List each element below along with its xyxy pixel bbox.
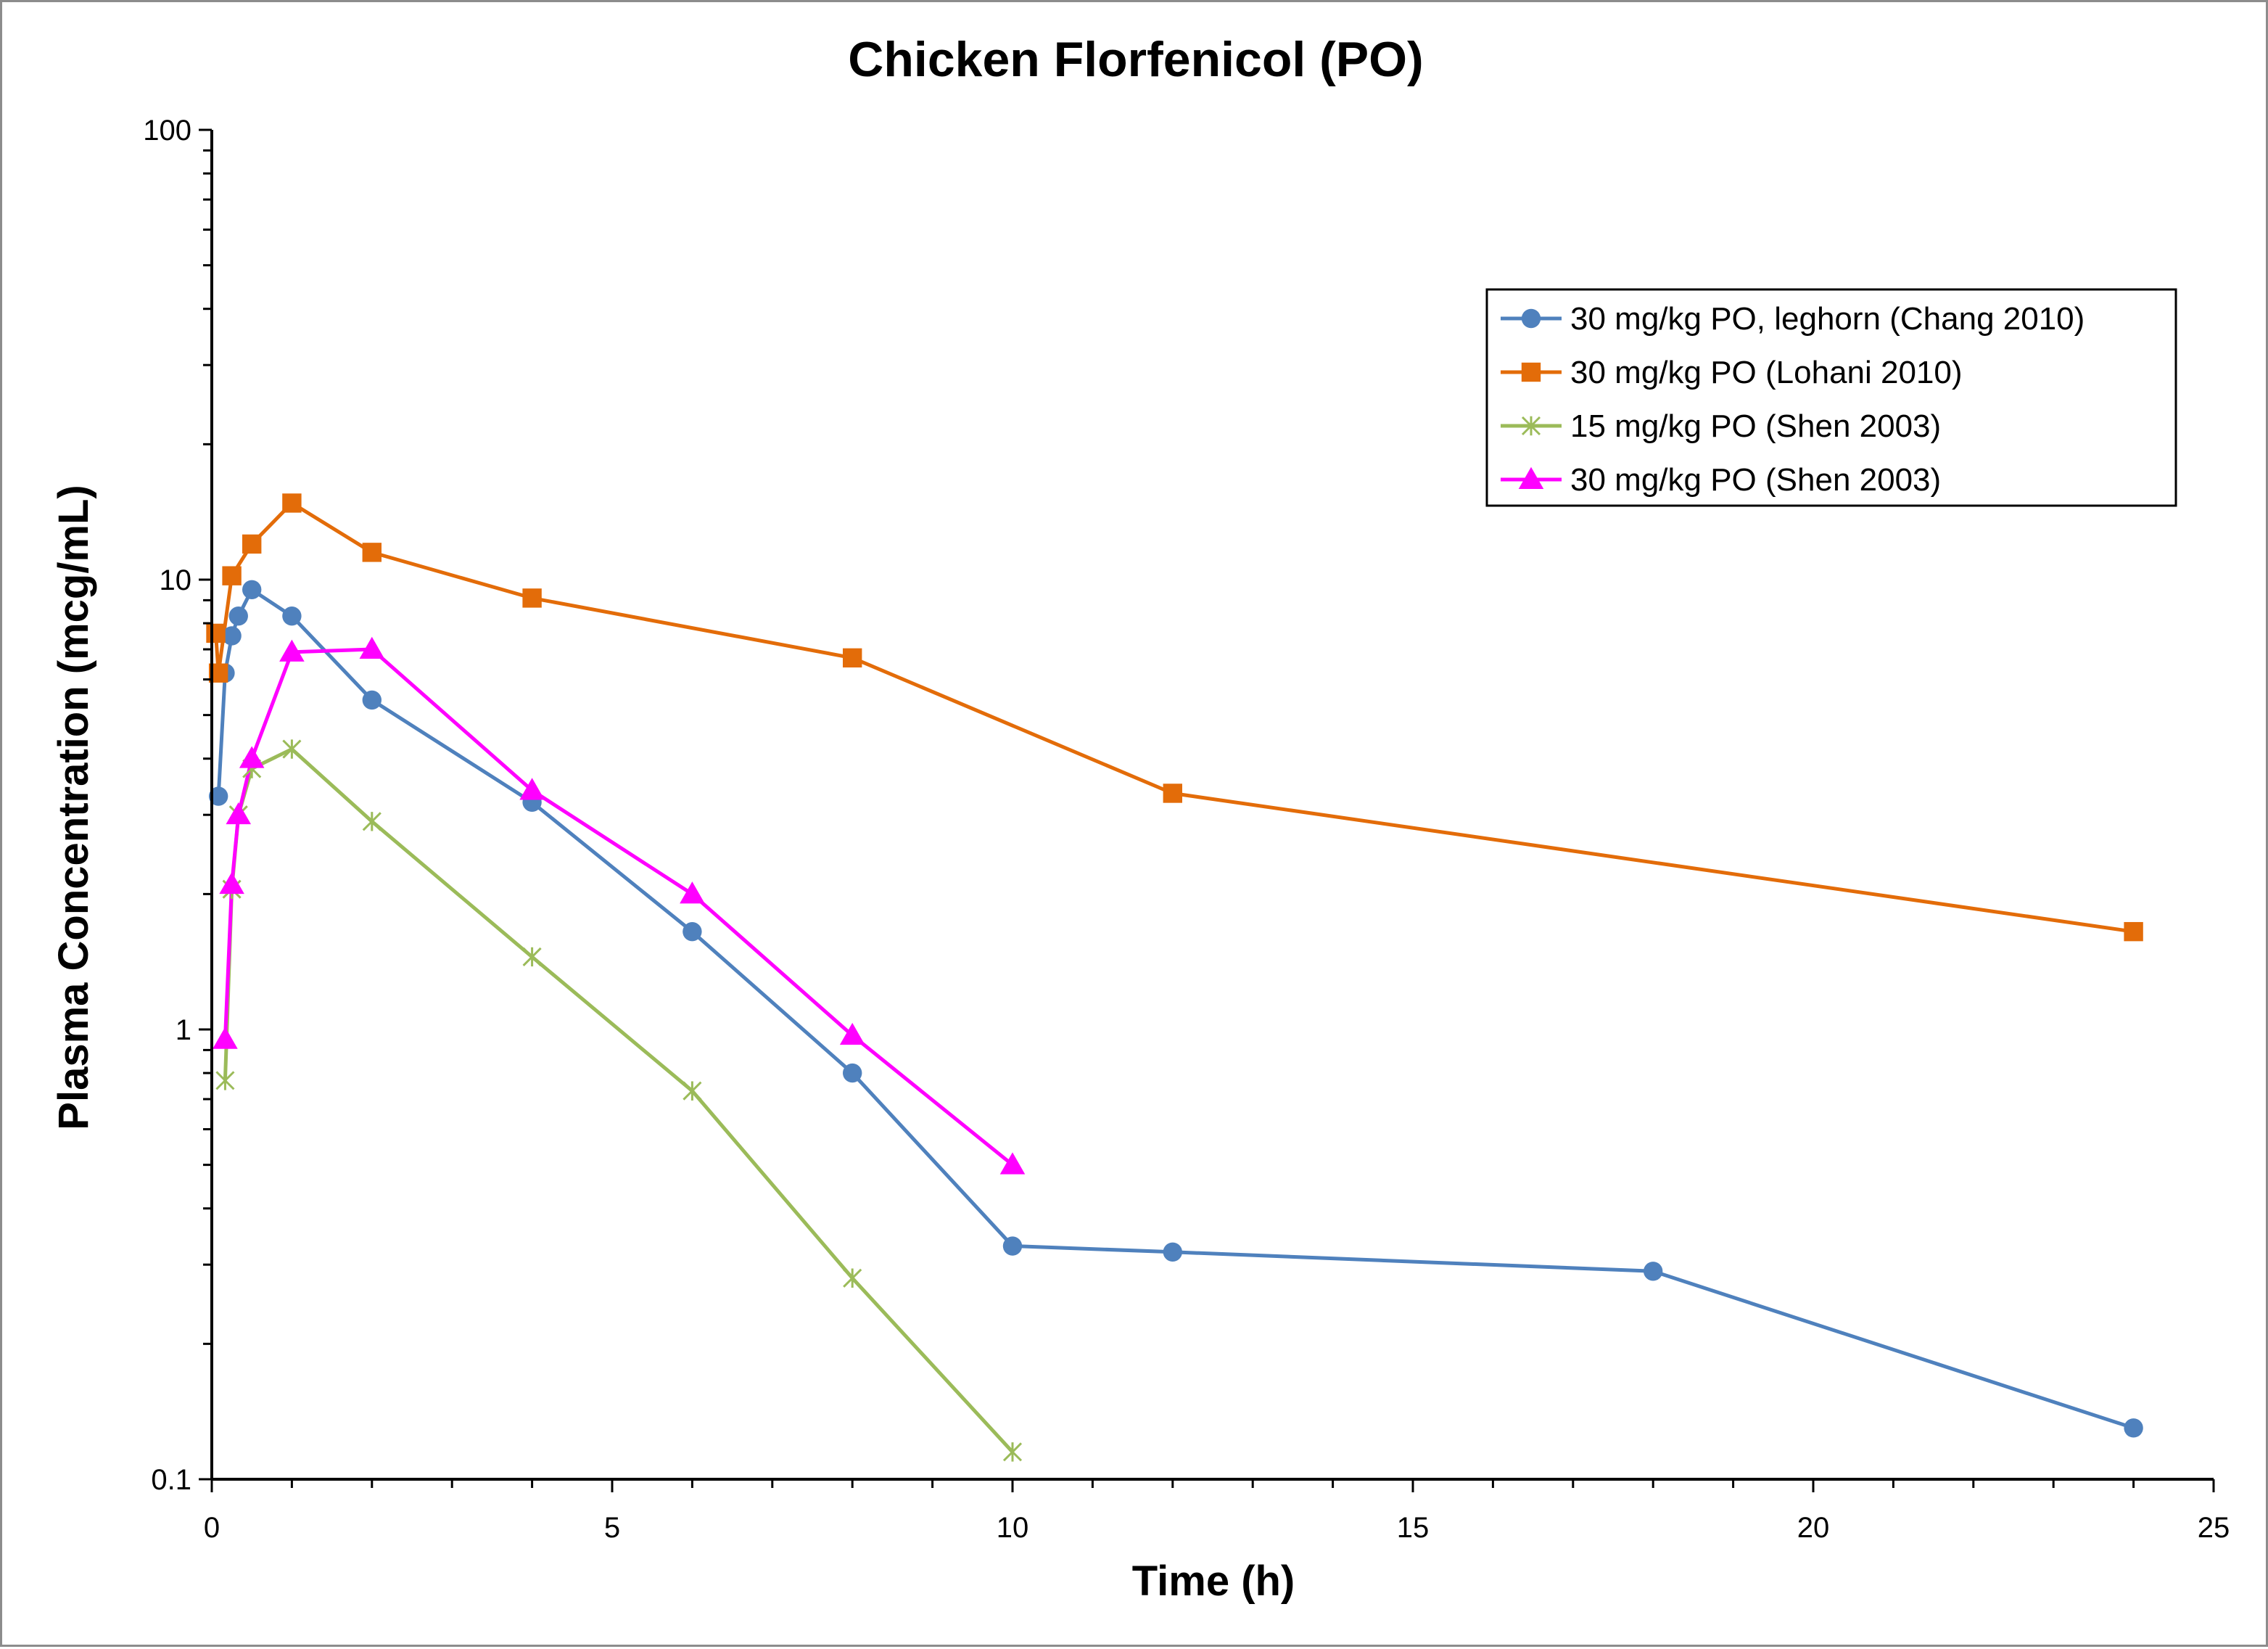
data-point-series-2 (362, 543, 382, 562)
data-point-series-3 (1002, 1442, 1023, 1462)
data-point-series-1 (1002, 1236, 1023, 1256)
data-point-series-2 (2124, 921, 2143, 942)
x-tick-label: 0 (204, 1512, 220, 1544)
data-point-series-1 (1163, 1242, 1183, 1262)
y-tick-label: 100 (143, 115, 191, 147)
data-point-series-1 (222, 626, 242, 646)
data-point-series-2 (1163, 784, 1182, 803)
legend-marker-triangle (1518, 466, 1544, 489)
axes (210, 130, 2214, 1481)
y-tick-label: 10 (160, 564, 192, 596)
data-point-series-4 (226, 802, 252, 825)
data-point-series-3 (843, 1268, 862, 1288)
data-point-series-2 (282, 493, 302, 513)
data-point-series-1 (228, 606, 248, 626)
y-tick-label: 0.1 (151, 1464, 191, 1496)
series-line-3 (223, 747, 1014, 1454)
data-point-series-3 (683, 1081, 702, 1101)
x-tick-label: 15 (1397, 1512, 1430, 1544)
data-point-series-4 (219, 871, 244, 895)
data-point-series-4 (239, 746, 265, 768)
data-point-series-1 (208, 786, 228, 806)
x-tick-label: 10 (997, 1512, 1029, 1544)
data-point-series-2 (242, 534, 262, 554)
legend-marker-circle (1521, 308, 1541, 329)
data-point-series-4 (839, 1022, 865, 1045)
legend-label: 30 mg/kg PO, leghorn (Chang 2010) (1570, 301, 2085, 337)
legend-label: 15 mg/kg PO (Shen 2003) (1570, 408, 1941, 444)
data-point-series-4 (359, 636, 385, 659)
data-point-series-2 (206, 623, 226, 643)
x-axis-ticks: 0 5 10 15 20 25 (204, 1479, 2230, 1544)
data-point-series-4 (999, 1152, 1026, 1175)
legend: 30 mg/kg PO, leghorn (Chang 2010) 30 mg/k… (1485, 288, 2177, 507)
y-tick-label: 1 (176, 1014, 191, 1046)
chart-title: Chicken Florfenicol (PO) (848, 32, 1423, 87)
x-tick-label: 20 (1797, 1512, 1830, 1544)
x-axis-title: Time (h) (1132, 1558, 1295, 1605)
data-point-series-4 (213, 1027, 238, 1049)
data-point-series-1 (362, 690, 382, 710)
data-point-series-2 (522, 588, 542, 608)
legend-marker-asterisk (1521, 416, 1541, 436)
series-line-1 (216, 588, 2135, 1430)
y-axis-title: Plasma Concentration (mcg/mL) (50, 485, 97, 1130)
data-point-series-4 (680, 881, 705, 904)
x-tick-label: 25 (2198, 1512, 2230, 1544)
data-point-series-1 (242, 580, 262, 600)
data-point-series-1 (282, 606, 302, 626)
y-axis-ticks: 0.1 1 10 100 (143, 115, 212, 1496)
data-point-series-1 (683, 921, 702, 942)
legend-marker-square (1521, 362, 1541, 382)
series-lines (214, 501, 2135, 1454)
data-point-series-3 (362, 812, 382, 831)
legend-label: 30 mg/kg PO (Lohani 2010) (1570, 355, 1963, 390)
legend-box (1485, 288, 2177, 507)
data-point-series-1 (1644, 1262, 1663, 1281)
x-tick-label: 5 (604, 1512, 620, 1544)
data-point-series-4 (519, 778, 545, 800)
legend-label: 30 mg/kg PO (Shen 2003) (1570, 462, 1941, 498)
data-point-series-2 (843, 648, 862, 668)
data-point-series-3 (215, 1071, 235, 1090)
data-point-series-1 (2124, 1418, 2143, 1438)
series-markers (206, 493, 2143, 1462)
data-point-series-2 (222, 566, 242, 585)
data-point-series-3 (282, 739, 302, 759)
data-point-series-3 (522, 947, 542, 967)
series-line-4 (223, 647, 1014, 1167)
data-point-series-4 (279, 639, 305, 662)
series-line-2 (214, 501, 2134, 934)
data-point-series-1 (843, 1063, 862, 1083)
